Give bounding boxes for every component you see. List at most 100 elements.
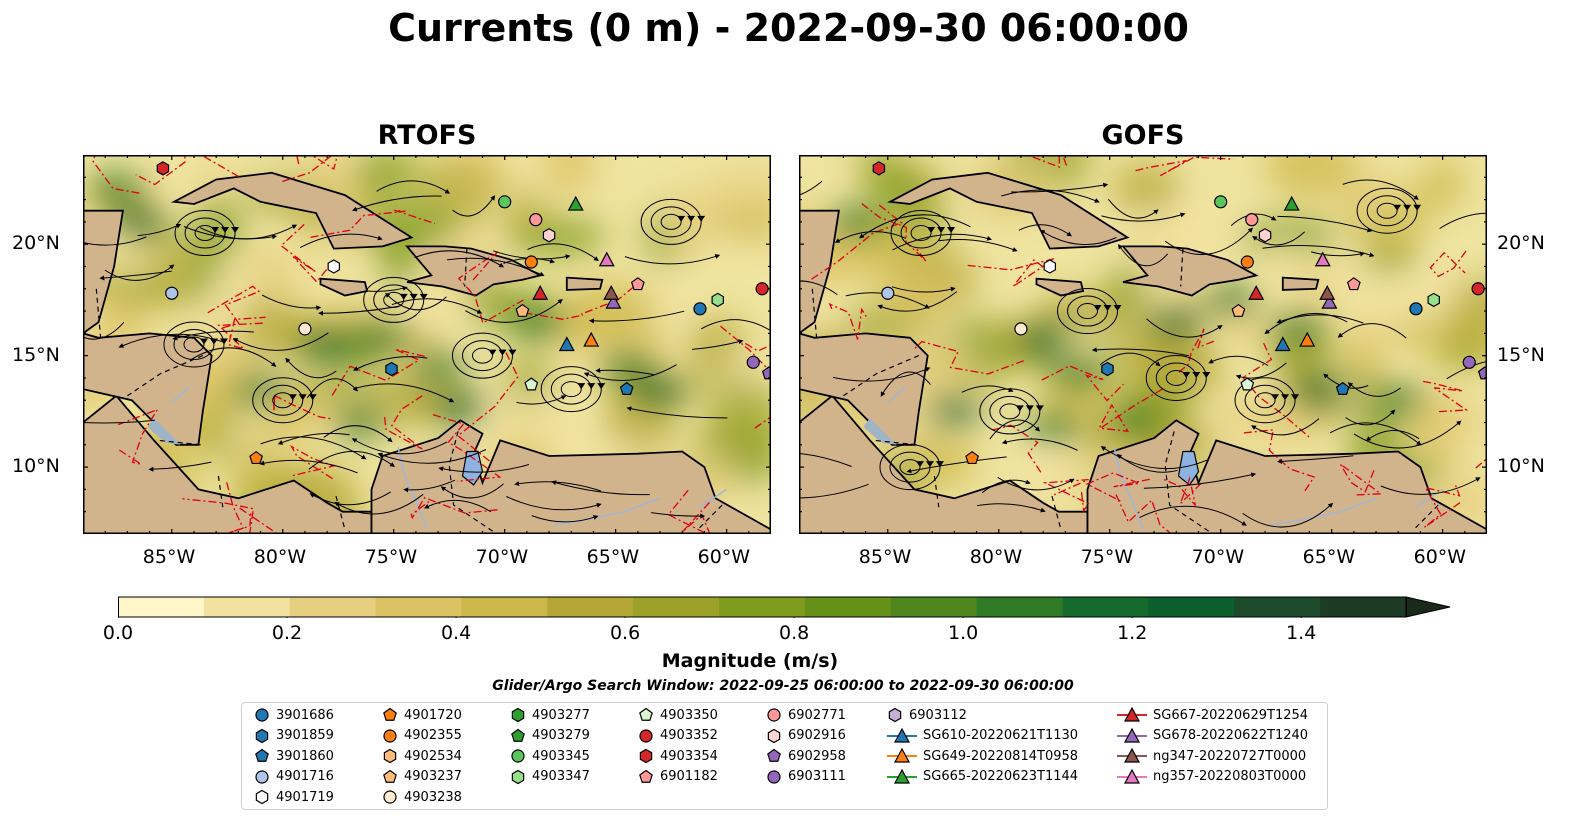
legend-marker-icon bbox=[255, 769, 269, 784]
streamline bbox=[104, 264, 175, 281]
streamline bbox=[1018, 224, 1072, 237]
marker-6902958 bbox=[761, 366, 771, 380]
legend-marker-icon bbox=[767, 708, 781, 722]
colorbar-frame bbox=[118, 596, 1407, 618]
marker-ng357-20220803T0000 bbox=[598, 251, 615, 267]
rtofs-map[interactable] bbox=[83, 155, 771, 534]
streamline bbox=[403, 479, 456, 493]
legend-label: SG649-20220814T0958 bbox=[923, 748, 1079, 764]
landmass-yucatan bbox=[799, 209, 840, 335]
lat-tick-label: 20°N bbox=[12, 232, 60, 255]
streamline bbox=[351, 438, 448, 455]
legend-label: 6902771 bbox=[788, 707, 846, 723]
streamline bbox=[99, 270, 172, 281]
eddy-streamline bbox=[272, 392, 294, 409]
border bbox=[335, 495, 346, 530]
streamline bbox=[981, 479, 1031, 494]
legend-marker-icon bbox=[383, 748, 397, 764]
landmass-puertoRico bbox=[1281, 276, 1320, 291]
legend-item: SG610-20220621T1130 bbox=[887, 726, 1078, 746]
eez-line bbox=[457, 251, 524, 324]
gofs-map[interactable] bbox=[799, 155, 1487, 534]
marker-4901720 bbox=[249, 450, 263, 465]
border bbox=[127, 355, 204, 397]
legend-label: 4903237 bbox=[404, 769, 462, 784]
streamline bbox=[414, 250, 505, 268]
marker-3901686 bbox=[1409, 302, 1423, 316]
streamline bbox=[1342, 179, 1419, 200]
streamline-arrow bbox=[1393, 204, 1402, 211]
legend-marker-icon bbox=[767, 769, 781, 784]
legend-label: SG667-20220629T1254 bbox=[1153, 707, 1309, 723]
observation-markers bbox=[872, 161, 1487, 465]
eez-line bbox=[861, 203, 927, 262]
colorbar-segment bbox=[547, 597, 634, 617]
eddy-streamline bbox=[1145, 354, 1207, 401]
streamline bbox=[83, 321, 125, 340]
eez-line bbox=[1085, 472, 1150, 503]
map-frame bbox=[799, 155, 1487, 534]
eez-line bbox=[91, 155, 140, 194]
streamline bbox=[172, 330, 254, 341]
eez-line bbox=[913, 340, 1025, 375]
eez-line bbox=[967, 257, 1055, 288]
streamline bbox=[583, 364, 677, 382]
legend-label: 3901859 bbox=[276, 728, 334, 743]
legend-label: 4903354 bbox=[660, 748, 718, 764]
marker-3901859 bbox=[385, 361, 398, 377]
streamline bbox=[799, 452, 852, 467]
streamline-arrow bbox=[1015, 405, 1024, 412]
streamline bbox=[588, 310, 685, 324]
streamline-arrow bbox=[288, 394, 297, 401]
streamline bbox=[199, 224, 298, 240]
landmass-nicaraguaCoast bbox=[83, 332, 213, 446]
lon-tick-label: 85°W bbox=[142, 546, 196, 568]
marker-3901686 bbox=[693, 302, 707, 316]
colorbar-segment bbox=[1320, 597, 1407, 617]
observation-markers bbox=[156, 161, 771, 465]
eez-line bbox=[1339, 463, 1383, 496]
lon-tick-label: 75°W bbox=[364, 546, 418, 568]
streamline-arrow bbox=[199, 338, 208, 345]
streamline-arrow bbox=[1271, 394, 1280, 401]
legend-label: 6903111 bbox=[788, 769, 846, 784]
legend-item: 4903350 bbox=[638, 705, 718, 725]
streamline bbox=[516, 395, 567, 405]
streamline-arrow bbox=[399, 293, 408, 300]
streamline-arrow bbox=[308, 394, 317, 401]
streamline bbox=[306, 378, 359, 399]
streamline bbox=[83, 419, 155, 424]
legend-marker-icon bbox=[1123, 727, 1141, 743]
land bbox=[83, 155, 771, 534]
streamline-arrow bbox=[597, 383, 606, 390]
landmass-cuba bbox=[170, 171, 414, 250]
eez-line bbox=[745, 342, 771, 352]
streamline bbox=[1345, 409, 1396, 426]
colorbar-segment bbox=[976, 597, 1064, 617]
marker-3901859 bbox=[1101, 361, 1114, 377]
colorbar-segment bbox=[375, 597, 462, 617]
streamline-arrow bbox=[1035, 405, 1044, 412]
colorbar-tick-label: 1.2 bbox=[1117, 622, 1148, 644]
landmass-jamaica bbox=[1035, 277, 1085, 297]
streamline-arrow bbox=[419, 293, 428, 300]
streamline-arrow bbox=[915, 461, 924, 468]
colorbar-tick-label: 0.8 bbox=[779, 622, 810, 644]
eddy-streamline bbox=[889, 451, 931, 483]
streamline bbox=[353, 383, 455, 403]
marker-SG610-20220621T1130 bbox=[1274, 336, 1291, 352]
colorbar-segment bbox=[633, 597, 720, 617]
streamline-arrow bbox=[498, 349, 507, 356]
streamline bbox=[877, 291, 958, 312]
legend-label: 4901719 bbox=[276, 789, 334, 805]
landmass-yucatan bbox=[83, 209, 124, 335]
streamline-arrow bbox=[577, 383, 586, 390]
legend-item: 4901716 bbox=[254, 767, 334, 787]
streamline bbox=[692, 339, 744, 350]
eddy-streamline bbox=[451, 332, 513, 379]
legend-label: 4901720 bbox=[404, 707, 462, 723]
legend-label: 3901686 bbox=[276, 707, 334, 723]
search-window-text: Glider/Argo Search Window: 2022-09-25 06… bbox=[492, 678, 1074, 694]
legend-marker-icon bbox=[767, 728, 781, 743]
streamline bbox=[148, 461, 212, 472]
